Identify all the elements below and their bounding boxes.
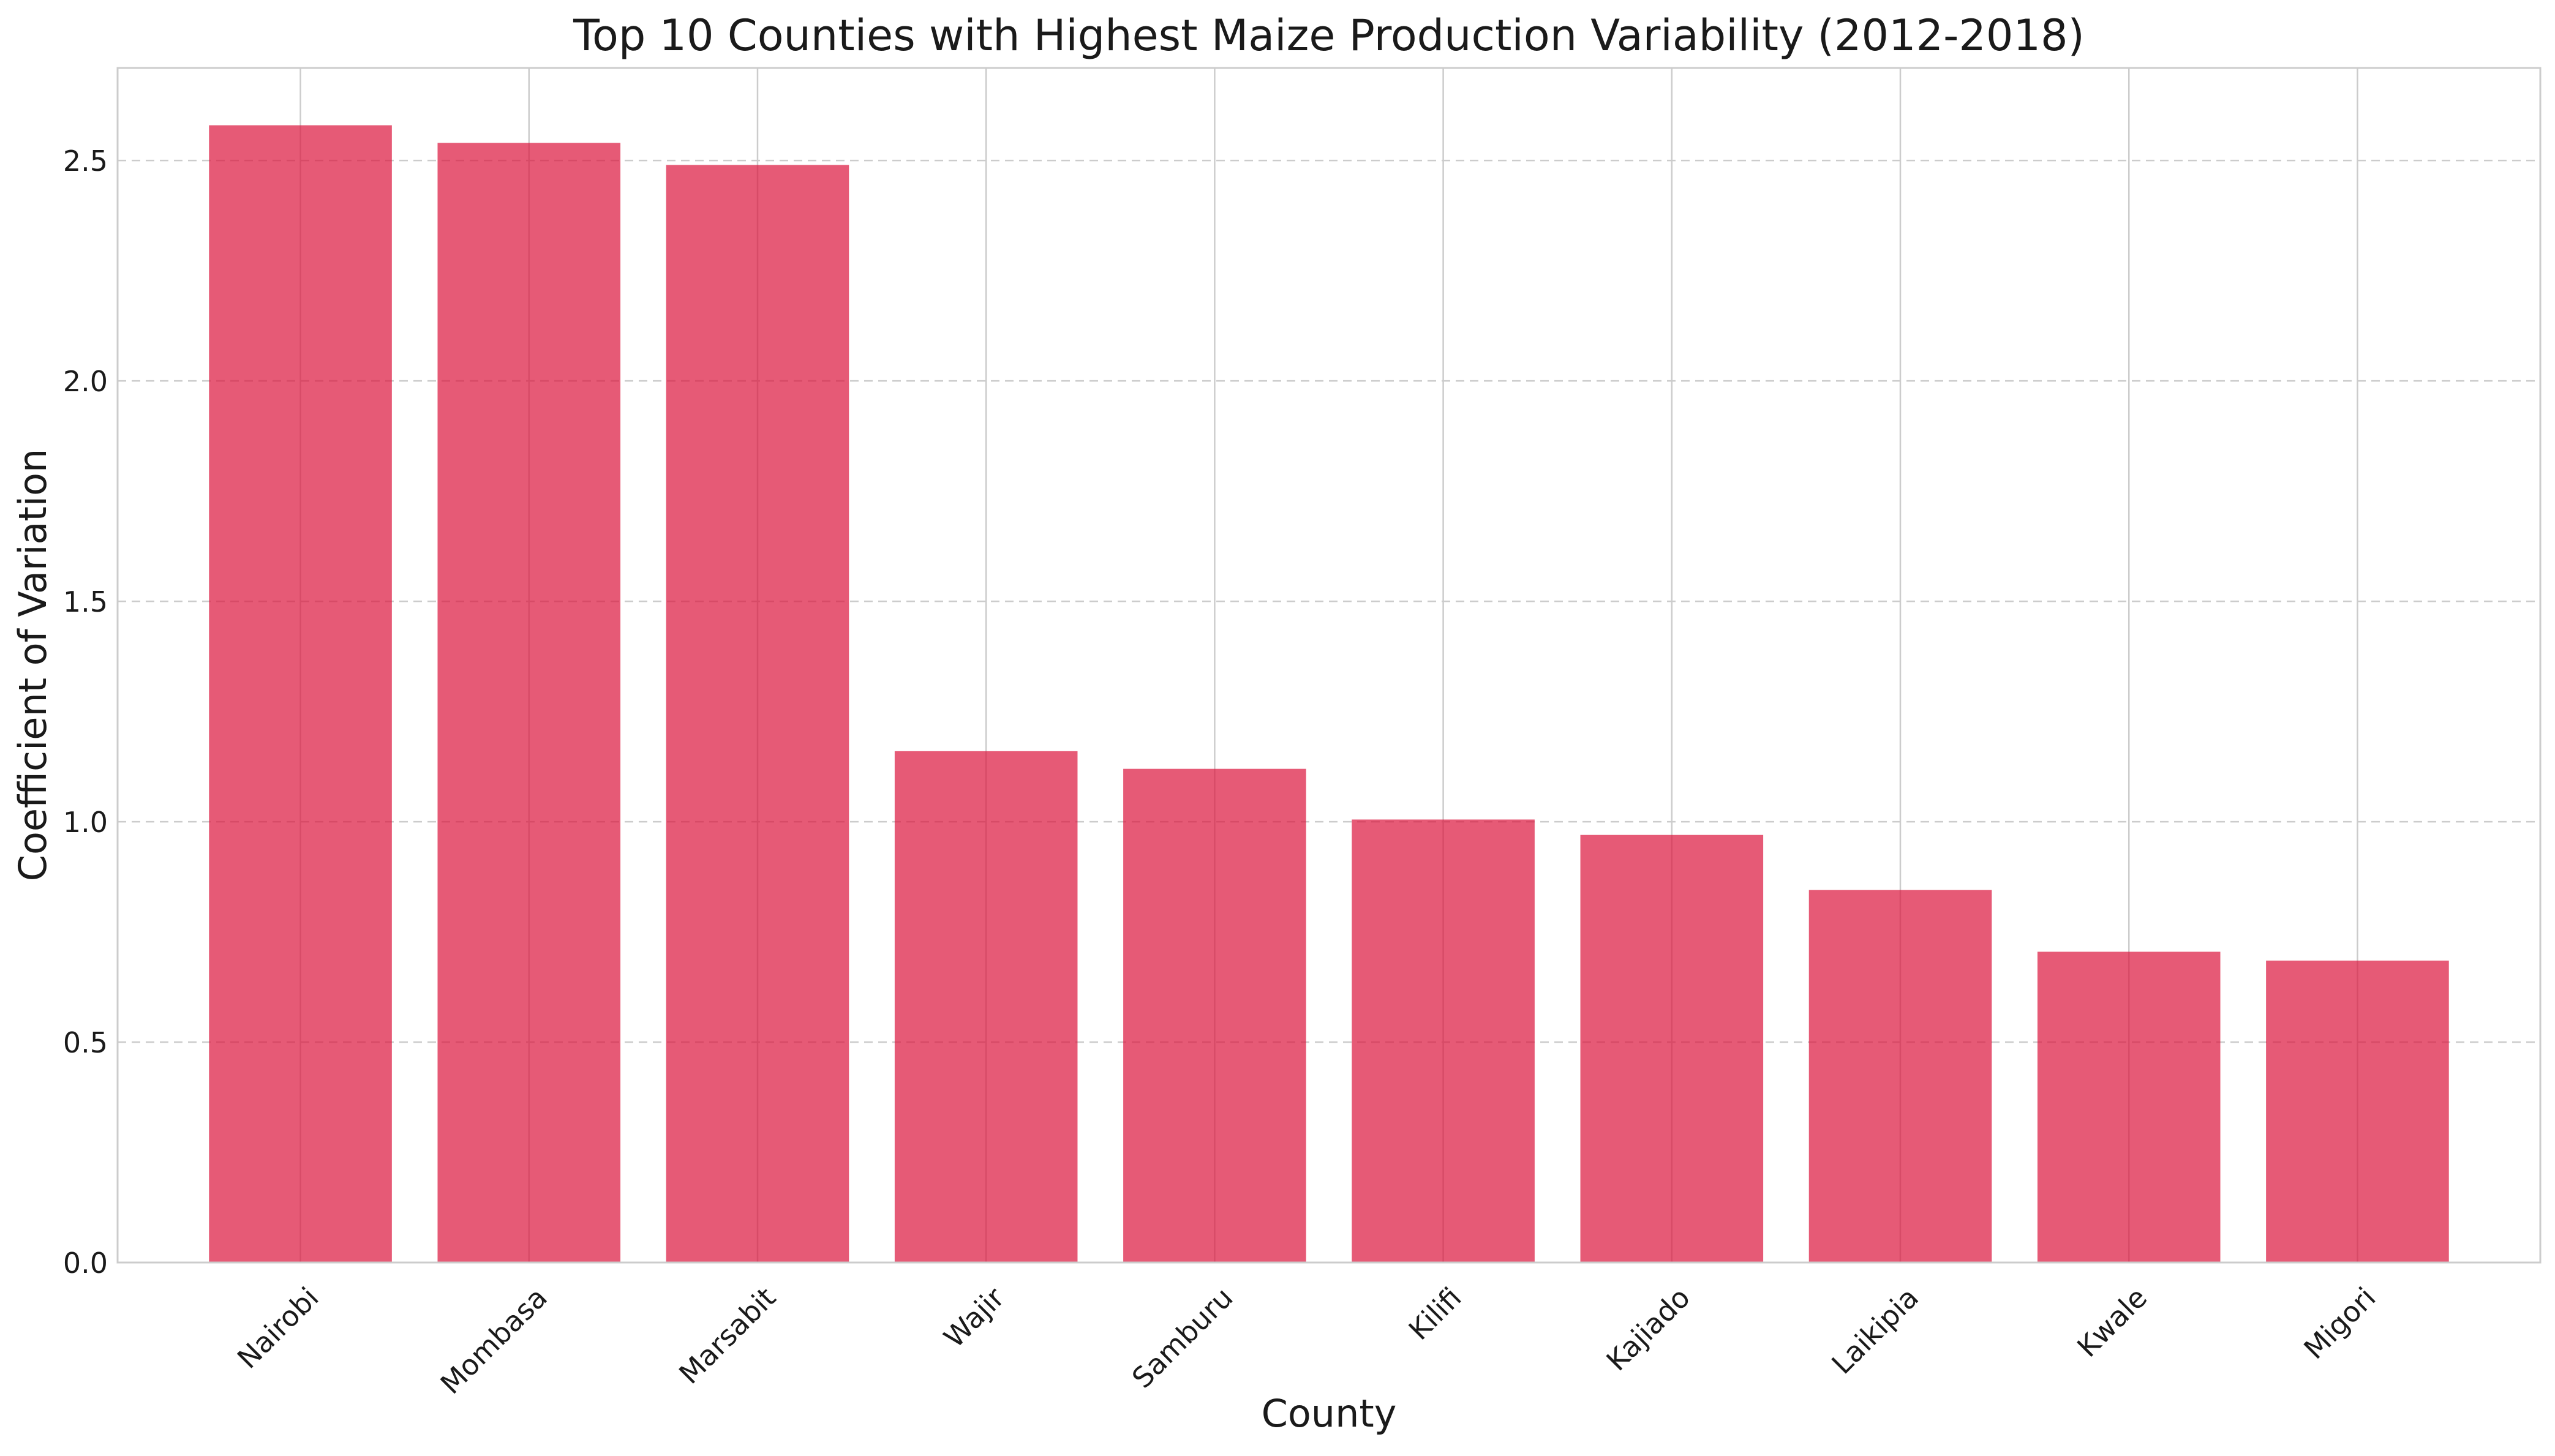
chart-title: Top 10 Counties with Highest Maize Produ… <box>573 10 2085 61</box>
x-tick-label: Marsabit <box>672 1281 782 1390</box>
bar-kwale <box>2037 951 2221 1263</box>
y-tick-label: 1.5 <box>63 585 108 618</box>
bar-kilifi <box>1352 819 1535 1263</box>
x-tick-label: Kilifi <box>1402 1281 1468 1346</box>
bar-migori <box>2266 960 2449 1263</box>
bar-marsabit <box>666 165 849 1263</box>
plot-frame <box>116 67 2542 1264</box>
y-tick-label: 0.0 <box>63 1247 108 1280</box>
y-tick-label: 2.5 <box>63 144 108 178</box>
x-axis-label: County <box>1262 1391 1397 1436</box>
bars-layer <box>209 125 2449 1263</box>
x-tick-label: Kajiado <box>1600 1281 1696 1377</box>
x-tick-label: Wajir <box>938 1281 1011 1354</box>
y-axis-label: Coefficient of Variation <box>10 449 55 882</box>
y-tick-label: 0.5 <box>63 1026 108 1059</box>
axes-layer <box>116 67 2542 1264</box>
y-tick-label: 2.0 <box>63 365 108 398</box>
bar-mombasa <box>437 143 621 1263</box>
x-tick-label: Laikipia <box>1825 1281 1925 1381</box>
x-tick-label: Kwale <box>2071 1281 2153 1364</box>
bar-samburu <box>1123 768 1306 1263</box>
bar-laikipia <box>1808 890 1992 1263</box>
x-tick-label: Mombasa <box>434 1281 554 1400</box>
bar-wajir <box>894 751 1078 1263</box>
bar-nairobi <box>209 125 392 1263</box>
x-tick-label: Samburu <box>1126 1281 1240 1395</box>
bar-kajiado <box>1580 835 1764 1263</box>
x-tick-label: Nairobi <box>231 1281 325 1375</box>
x-tick-label: Migori <box>2297 1281 2382 1365</box>
y-tick-label: 1.0 <box>63 806 108 839</box>
